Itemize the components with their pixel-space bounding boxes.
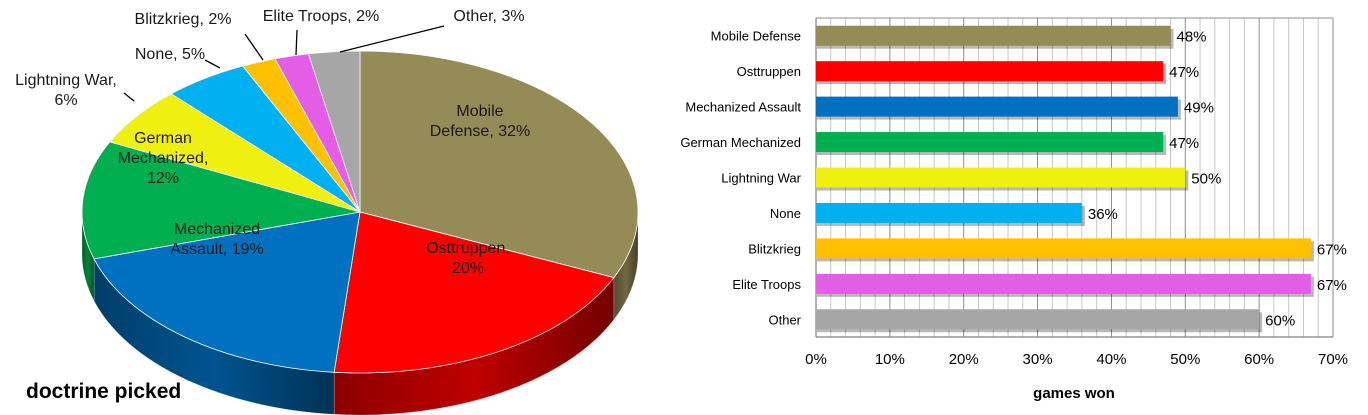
bar-blitzkrieg [816,238,1311,259]
bar-chart-panel: Mobile Defense 48% Osttruppen 47% Mechanized… [660,0,1368,415]
bar-category-label: Lightning War [721,171,801,186]
pie-slice-german-mechanized [81,141,361,260]
bar-category-label: Osttruppen [737,64,801,79]
x-tick-label: 20% [949,351,979,368]
pie-label-mechanized-assault: Mechanized Assault, 19% [170,221,263,258]
pie-label-none: None, 5% [135,46,205,63]
pie-leader-line-none [204,59,221,69]
bar-value-label: 49% [1184,100,1214,117]
bar-category-label: Blitzkrieg [748,241,801,256]
pie-chart: Mobile Defense, 32% Osttruppen, 20% Mechaniz… [15,8,639,415]
bar-category-label: Elite Troops [732,277,801,292]
x-tick-label: 40% [1096,351,1126,368]
x-tick-label: 50% [1170,351,1200,368]
bar-value-label: 48% [1177,29,1207,46]
pie-leader-line-elite-troops [295,29,298,56]
x-tick-label: 70% [1318,351,1348,368]
bar-category-label: None [770,206,801,221]
pie-slices [81,50,639,374]
bar-category-label: Mechanized Assault [685,100,801,115]
bar-value-label: 47% [1169,135,1199,152]
pie-label-mobile-defense: Mobile Defense, 32% [430,103,531,140]
x-tick-label: 10% [875,351,905,368]
pie-chart-panel: Mobile Defense, 32% Osttruppen, 20% Mechaniz… [0,0,660,415]
x-tick-label: 30% [1023,351,1053,368]
x-axis-title: games won [1033,385,1115,402]
bar-value-label: 67% [1317,277,1347,294]
pie-slice-other [307,50,361,213]
bar-mechanized-assault [816,96,1178,117]
pie-slice-osttruppen [333,211,615,374]
bar-mobile-defense [816,25,1171,46]
bar-value-label: 50% [1191,171,1221,188]
bars: Mobile Defense 48% Osttruppen 47% Mechanized… [680,25,1347,333]
bar-osttruppen [816,61,1164,82]
bar-none [816,202,1082,223]
bar-category-label: Mobile Defense [711,29,801,44]
x-tick-label: 60% [1244,351,1274,368]
pie-leader-line-lightning-war [123,92,135,102]
pie-slice-mobile-defense [359,50,639,279]
bar-elite-troops [816,273,1311,294]
pie-slice-mechanized-assault [93,211,361,373]
x-axis-ticks: 0% 10% 20% 30% 40% 50% 60% 70% [805,351,1348,368]
pie-labels: Mobile Defense, 32% Osttruppen, 20% Mechaniz… [15,8,530,277]
bar-other [816,309,1260,330]
bar-category-label: German Mechanized [680,135,801,150]
bar-value-label: 60% [1265,312,1295,329]
pie-label-lightning-war: Lightning War, 6% [15,72,117,109]
pie-label-osttruppen: Osttruppen, 20% [426,240,510,277]
pie-chart-title: doctrine picked [26,380,181,403]
pie-label-german-mechanized: German Mechanized, 12% [118,130,209,187]
pie-leader-line-other [339,25,445,53]
x-tick-label: 0% [805,351,827,368]
pie-label-other: Other, 3% [453,8,524,25]
bar-german-mechanized [816,132,1164,153]
bar-value-label: 67% [1317,241,1347,258]
pie-label-blitzkrieg: Blitzkrieg, 2% [135,11,232,28]
pie-leader-line-blitzkrieg [244,33,264,61]
bar-chart: Mobile Defense 48% Osttruppen 47% Mechanized… [680,17,1348,402]
pie-label-elite-troops: Elite Troops, 2% [263,8,380,25]
bar-category-label: Other [768,312,801,327]
bar-value-label: 47% [1169,64,1199,81]
bar-lightning-war [816,167,1186,188]
bar-value-label: 36% [1088,206,1118,223]
